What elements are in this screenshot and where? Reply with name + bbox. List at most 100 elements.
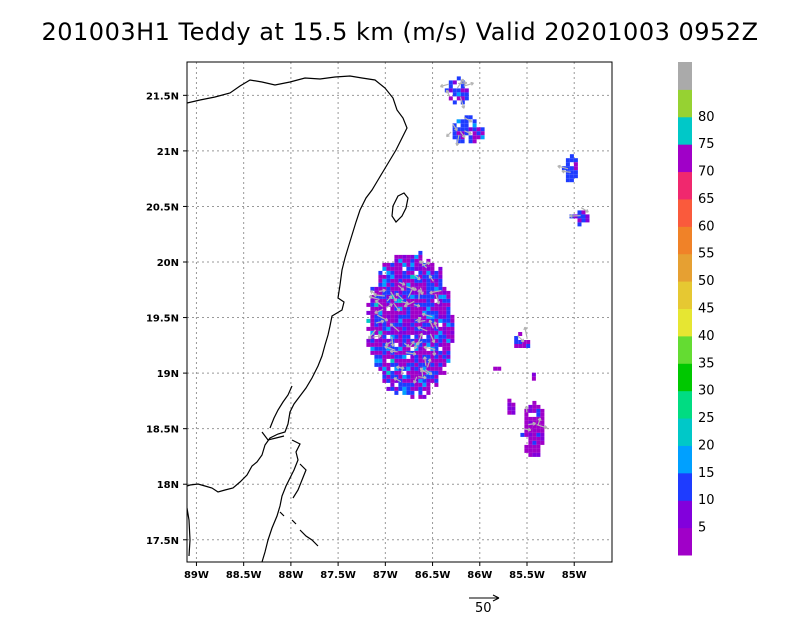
wind-cell (540, 428, 545, 433)
wind-cell (414, 298, 419, 303)
wind-cell (518, 340, 523, 344)
wind-cell (374, 306, 379, 311)
wind-cell (472, 139, 477, 144)
wind-cell (414, 294, 419, 299)
wind-cell (460, 80, 465, 85)
wind-cell (422, 394, 427, 399)
wind-cell (402, 310, 407, 315)
wind-cell (438, 290, 443, 295)
wind-cell (430, 310, 435, 315)
wind-vector (456, 134, 460, 146)
wind-cell (394, 390, 399, 395)
wind-cell (528, 448, 533, 453)
wind-cell (426, 382, 431, 387)
wind-cell (536, 424, 541, 429)
wind-cell (446, 326, 451, 331)
wind-cell (394, 330, 399, 335)
wind-cell (434, 378, 439, 383)
wind-cell (434, 362, 439, 367)
colorbar-label: 35 (698, 356, 715, 371)
wind-cell (422, 290, 427, 295)
wind-vector (557, 165, 569, 170)
wind-vector (459, 131, 466, 138)
wind-cell (430, 262, 435, 267)
wind-cell (366, 302, 371, 307)
wind-cell (532, 444, 537, 449)
wind-cell (394, 366, 399, 371)
wind-cell (402, 378, 407, 383)
wind-vector (419, 287, 424, 295)
lon-tick-label: 85.5W (509, 570, 545, 581)
wind-cell (394, 262, 399, 267)
wind-cell (422, 338, 427, 343)
wind-cell (438, 330, 443, 335)
wind-cell (438, 342, 443, 347)
wind-cell (426, 306, 431, 311)
wind-vector (417, 320, 426, 323)
cozumel-island (391, 192, 409, 223)
wind-cell (394, 362, 399, 367)
wind-cell (398, 358, 403, 363)
wind-cell (378, 298, 383, 303)
wind-cell (422, 270, 427, 275)
wind-cell (418, 282, 423, 287)
wind-cell (382, 342, 387, 347)
wind-cell (446, 338, 451, 343)
wind-cell (410, 278, 415, 283)
wind-cell (398, 386, 403, 391)
lat-tick-label: 21N (157, 147, 179, 158)
wind-cell (382, 358, 387, 363)
wind-cell (442, 290, 447, 295)
lon-tick-label: 89W (184, 570, 209, 581)
wind-cell (464, 115, 469, 120)
wind-cell (406, 382, 411, 387)
wind-cell (378, 330, 383, 335)
wind-vector (376, 314, 388, 322)
wind-cell (390, 378, 395, 383)
wind-vector-head (382, 288, 386, 293)
wind-cell (532, 400, 537, 405)
wind-cell (422, 382, 427, 387)
wind-cell (386, 338, 391, 343)
wind-cell (402, 326, 407, 331)
reference-vector-label: 50 (475, 601, 492, 616)
wind-cell (370, 286, 375, 291)
wind-cell (434, 270, 439, 275)
axis-tick-labels: 89W 88.5W 88W 87.5W 87W 86.5W 86W 85.5W 85W 17.5N… (146, 91, 587, 581)
wind-cell (402, 254, 407, 259)
wind-cell (410, 354, 415, 359)
wind-cell (442, 330, 447, 335)
wind-vector (424, 369, 433, 375)
wind-cell (438, 294, 443, 299)
map-title: 201003H1 Teddy at 15.5 km (m/s) Valid 20… (41, 18, 759, 46)
wind-cell (452, 135, 457, 140)
wind-vector-head (463, 80, 468, 86)
wind-cell (390, 262, 395, 267)
wind-cell (464, 127, 469, 132)
lon-tick-label: 88W (278, 570, 303, 581)
wind-cell (456, 139, 461, 144)
wind-cell (430, 294, 435, 299)
wind-cell (497, 366, 502, 371)
wind-cell (366, 326, 371, 331)
wind-cell (426, 290, 431, 295)
wind-cell (418, 370, 423, 375)
wind-cell (410, 350, 415, 355)
wind-cell (430, 306, 435, 311)
wind-vector-head (427, 358, 432, 362)
wind-cell (406, 258, 411, 263)
wind-cell (406, 314, 411, 319)
wind-cell (426, 342, 431, 347)
wind-cell (386, 362, 391, 367)
wind-vector (528, 422, 536, 426)
wind-cell (402, 342, 407, 347)
wind-cell (394, 266, 399, 271)
wind-cell (410, 290, 415, 295)
wind-cell (434, 354, 439, 359)
wind-cell (414, 370, 419, 375)
wind-vector-head (432, 352, 437, 356)
colorbar-swatch (678, 89, 692, 118)
wind-cell (426, 282, 431, 287)
wind-vector-head (524, 405, 529, 409)
wind-cell (378, 286, 383, 291)
